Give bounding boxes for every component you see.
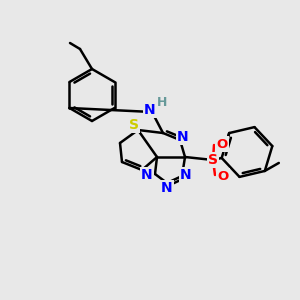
Text: N: N bbox=[177, 130, 189, 144]
Text: S: S bbox=[129, 118, 139, 132]
Text: N: N bbox=[161, 181, 173, 195]
Text: N: N bbox=[141, 168, 153, 182]
Text: N: N bbox=[144, 103, 156, 117]
Text: O: O bbox=[218, 169, 229, 182]
Text: O: O bbox=[216, 137, 228, 151]
Text: N: N bbox=[180, 168, 192, 182]
Text: H: H bbox=[157, 95, 167, 109]
Text: S: S bbox=[208, 153, 218, 167]
